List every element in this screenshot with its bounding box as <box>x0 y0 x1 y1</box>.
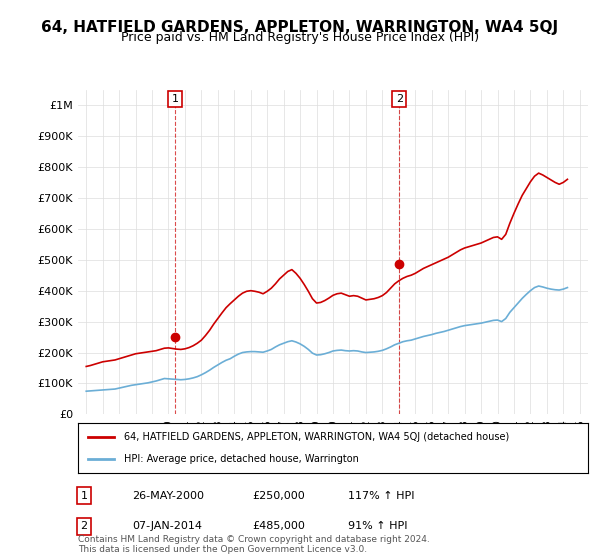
Text: 2: 2 <box>396 94 403 104</box>
Text: 117% ↑ HPI: 117% ↑ HPI <box>348 491 415 501</box>
Text: 1: 1 <box>80 491 88 501</box>
Text: Price paid vs. HM Land Registry's House Price Index (HPI): Price paid vs. HM Land Registry's House … <box>121 31 479 44</box>
Text: £250,000: £250,000 <box>252 491 305 501</box>
Text: 07-JAN-2014: 07-JAN-2014 <box>132 521 202 531</box>
Text: 1: 1 <box>172 94 179 104</box>
Text: 91% ↑ HPI: 91% ↑ HPI <box>348 521 407 531</box>
Text: 2: 2 <box>80 521 88 531</box>
Text: 26-MAY-2000: 26-MAY-2000 <box>132 491 204 501</box>
Text: Contains HM Land Registry data © Crown copyright and database right 2024.
This d: Contains HM Land Registry data © Crown c… <box>78 535 430 554</box>
Text: HPI: Average price, detached house, Warrington: HPI: Average price, detached house, Warr… <box>124 454 359 464</box>
Text: £485,000: £485,000 <box>252 521 305 531</box>
Text: 64, HATFIELD GARDENS, APPLETON, WARRINGTON, WA4 5QJ (detached house): 64, HATFIELD GARDENS, APPLETON, WARRINGT… <box>124 432 509 442</box>
Text: 64, HATFIELD GARDENS, APPLETON, WARRINGTON, WA4 5QJ: 64, HATFIELD GARDENS, APPLETON, WARRINGT… <box>41 20 559 35</box>
